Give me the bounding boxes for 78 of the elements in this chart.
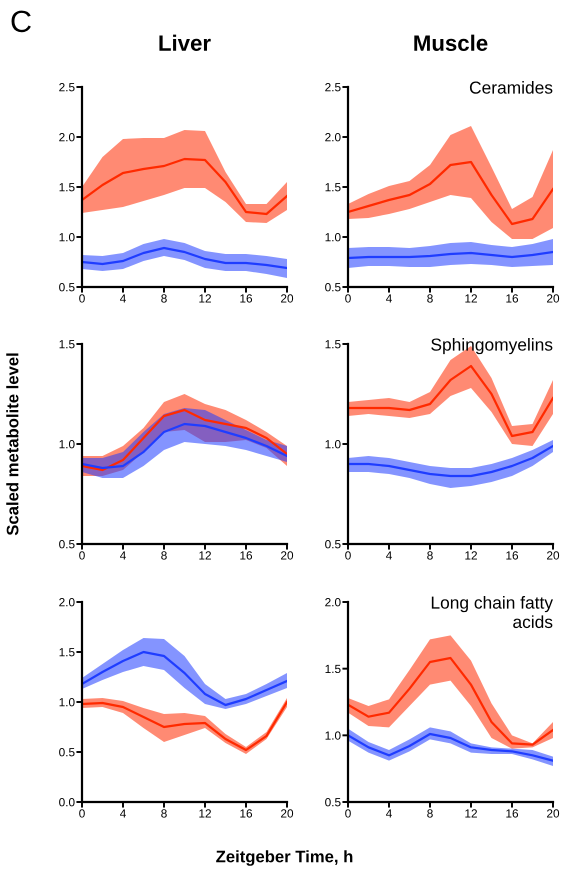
y-tick-label: 1.5 (326, 340, 341, 348)
x-tick-label: 8 (161, 551, 167, 560)
y-tick-label: 1.0 (326, 440, 341, 448)
y-tick-label: 0.5 (325, 798, 341, 806)
chart-subtitle: Sphingomyelins (431, 338, 552, 354)
x-tick-label: 12 (465, 809, 477, 818)
x-tick-label: 8 (427, 551, 433, 560)
x-tick-label: 16 (240, 809, 252, 818)
y-tick-label: 2.5 (325, 83, 341, 92)
chart-title: Muscle (414, 34, 488, 51)
x-tick-label: 12 (465, 551, 477, 560)
y-tick-label: 0.0 (59, 798, 75, 806)
x-tick-label: 4 (386, 551, 392, 560)
x-tick-label: 0 (345, 551, 351, 560)
x-tick-label: 12 (199, 294, 211, 302)
y-tick-label: 0.5 (59, 540, 75, 548)
x-tick-label: 16 (506, 294, 518, 303)
y-tick-label: 2.0 (59, 598, 75, 606)
y-tick-label: 1.5 (60, 183, 75, 192)
x-tick-label: 8 (427, 809, 433, 818)
x-tick-label: 0 (79, 551, 85, 560)
y-tick-label: 2.0 (325, 598, 341, 606)
x-tick-label: 0 (345, 809, 351, 818)
x-tick-label: 0 (345, 294, 351, 303)
chart-subtitle: Ceramides (470, 81, 552, 94)
y-tick-label: 1.0 (326, 233, 341, 242)
x-tick-label: 4 (386, 809, 392, 818)
line-series (348, 444, 553, 478)
y-tick-label: 0.5 (59, 283, 75, 292)
x-tick-label: 0 (79, 294, 85, 303)
x-tick-label: 16 (240, 551, 252, 560)
x-tick-label: 12 (199, 551, 211, 560)
x-tick-label: 4 (120, 551, 126, 560)
y-tick-label: 1.0 (326, 731, 341, 740)
x-tick-label: 20 (547, 551, 560, 560)
x-tick-label: 20 (281, 809, 294, 818)
line-series (82, 246, 287, 270)
x-tick-label: 16 (506, 809, 518, 818)
y-tick-label: 2.0 (59, 133, 75, 142)
x-tick-label: 16 (240, 294, 252, 303)
x-tick-label: 0 (79, 809, 85, 818)
x-tick-label: 20 (281, 294, 294, 303)
line-series (348, 160, 553, 226)
y-tick-label: 1.0 (60, 698, 75, 706)
x-tick-label: 20 (547, 809, 560, 818)
x-tick-label: 12 (199, 809, 211, 818)
y-tick-label: 0.5 (59, 748, 75, 756)
line-series (82, 650, 287, 706)
x-tick-label: 20 (281, 551, 294, 560)
line-series (348, 656, 553, 746)
line-series (82, 158, 287, 216)
y-axis-title: Scaled metabolite level (6, 353, 18, 536)
y-tick-label: 2.0 (325, 133, 341, 142)
y-tick-label: 1.0 (60, 440, 75, 448)
y-tick-label: 2.5 (59, 83, 75, 92)
text: C (12, 10, 31, 32)
x-tick-label: 8 (161, 809, 167, 818)
line-series (348, 364, 553, 438)
y-tick-label: 0.5 (325, 283, 341, 292)
y-tick-label: 1.5 (60, 340, 75, 348)
x-tick-label: 8 (427, 294, 433, 303)
x-tick-label: 20 (547, 294, 560, 303)
y-tick-label: 1.5 (60, 648, 75, 656)
line-series (348, 732, 553, 762)
y-tick-label: 1.0 (60, 233, 75, 242)
y-tick-label: 1.5 (326, 183, 341, 192)
x-tick-label: 4 (120, 294, 126, 302)
x-tick-label: 8 (161, 294, 167, 303)
line-series (82, 422, 287, 470)
chart-title: Liver (159, 34, 211, 51)
y-tick-label: 0.5 (325, 540, 341, 548)
x-tick-label: 16 (506, 551, 518, 560)
x-axis-title: Zeitgeber Time, h (216, 850, 352, 866)
x-tick-label: 4 (386, 294, 392, 302)
chart-subtitle: Long chain fatty acids (432, 596, 553, 628)
x-tick-label: 12 (465, 294, 477, 302)
x-tick-label: 4 (120, 809, 126, 818)
y-tick-label: 1.5 (326, 664, 341, 674)
